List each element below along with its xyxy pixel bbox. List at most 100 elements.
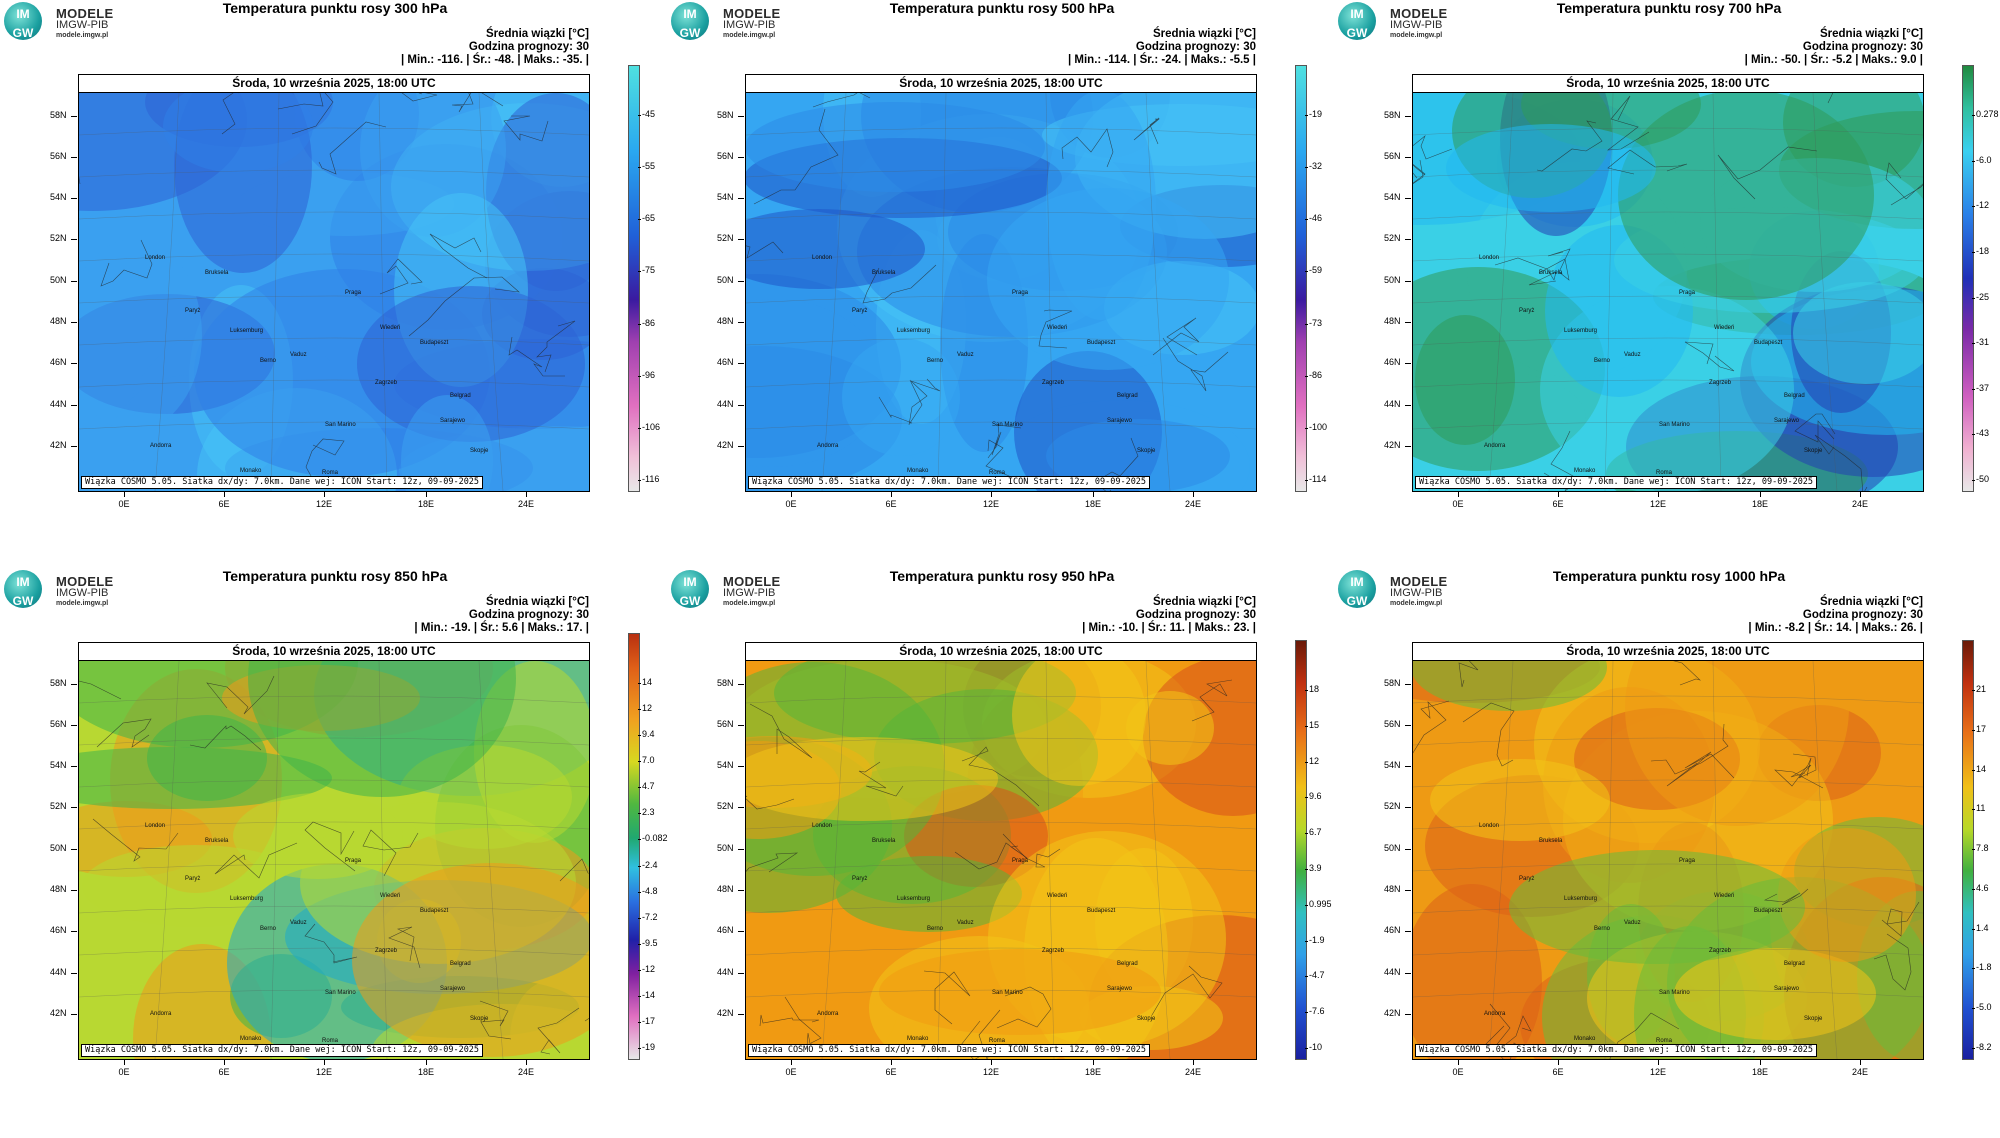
map-date-header: Środa, 10 września 2025, 18:00 UTC	[746, 75, 1256, 93]
lat-label: 46N	[50, 357, 67, 367]
city-label: Vaduz	[290, 920, 307, 926]
lat-label: 46N	[717, 357, 734, 367]
colorbar-label: -75	[642, 265, 656, 276]
city-label: Berno	[1594, 926, 1611, 932]
lat-label: 44N	[50, 399, 67, 409]
city-label: Monako	[907, 1036, 929, 1042]
city-label: Luksemburg	[897, 328, 931, 334]
colorbar-tick	[1972, 809, 1975, 811]
colorbar-tick	[638, 323, 641, 325]
colorbar-label: 2.3	[642, 807, 655, 818]
colorbar-tick	[638, 480, 641, 481]
lat-label: 56N	[717, 151, 734, 161]
city-label: Sarajewo	[440, 986, 466, 992]
lat-label: 46N	[717, 925, 734, 935]
colorbar-tick	[1972, 849, 1975, 851]
city-label: Bruksela	[205, 838, 229, 844]
lat-tick	[1405, 322, 1411, 323]
info-forecast-hour: Godzina prognozy: 30	[1802, 609, 1923, 621]
city-label: Vaduz	[957, 920, 974, 926]
colorbar-tick	[1305, 797, 1308, 799]
lon-label: 0E	[118, 499, 130, 509]
lat-tick	[1405, 725, 1411, 726]
panel-info: Średnia wiązki [°C] Godzina prognozy: 30…	[1748, 596, 1923, 635]
lat-tick	[71, 239, 77, 240]
lat-label: 50N	[717, 843, 734, 853]
lat-label: 44N	[1384, 399, 1401, 409]
colorbar-label: 4.6	[1976, 882, 1989, 893]
city-label: Bruksela	[872, 270, 896, 276]
colorbar-tick	[1972, 690, 1975, 691]
colorbar-label: -6.0	[1976, 154, 1992, 165]
logo-text-modele: MODELE	[723, 574, 781, 589]
colorbar-label: 0.278	[1976, 109, 1999, 119]
lat-tick	[738, 890, 744, 891]
logo-text-imgw: IMGW-PIB	[1390, 587, 1443, 599]
city-label: Zagrzeb	[375, 380, 398, 386]
colorbar-tick	[638, 969, 641, 971]
lat-label: 42N	[1384, 440, 1401, 450]
colorbar-label: 4.7	[642, 781, 655, 792]
map-frame: Środa, 10 września 2025, 18:00 UTC Wiązk…	[1412, 642, 1924, 1060]
lon-tick	[426, 491, 427, 497]
lon-tick	[1860, 1059, 1861, 1065]
map-canvas	[746, 661, 1256, 1059]
colorbar-tick	[638, 943, 641, 945]
city-label: San Marino	[1659, 990, 1690, 996]
map-date-header: Środa, 10 września 2025, 18:00 UTC	[1413, 643, 1923, 661]
map-frame: Środa, 10 września 2025, 18:00 UTC Wiązk…	[1412, 74, 1924, 492]
lon-tick	[426, 1059, 427, 1065]
lon-label: 6E	[885, 499, 897, 509]
city-label: Wiedeń	[1714, 325, 1735, 331]
colorbar-label: 7.8	[1976, 843, 1989, 854]
lat-label: 44N	[50, 967, 67, 977]
colorbar-tick	[1305, 427, 1308, 429]
colorbar-tick	[638, 865, 641, 867]
dewpoint-field-map: Wiązka COSMO 5.05. Siatka dx/dy: 7.0km. …	[746, 661, 1256, 1059]
colorbar-tick	[1305, 940, 1308, 942]
colorbar-label: -55	[642, 161, 656, 172]
colorbar-tick	[1972, 160, 1975, 162]
lat-label: 46N	[1384, 925, 1401, 935]
model-footer: Wiązka COSMO 5.05. Siatka dx/dy: 7.0km. …	[81, 476, 484, 489]
colorbar-label: 9.4	[642, 729, 655, 740]
city-label: Praga	[1012, 858, 1029, 864]
panel-info: Średnia wiązki [°C] Godzina prognozy: 30…	[401, 28, 589, 67]
logo-text-url: modele.imgw.pl	[723, 32, 776, 39]
lat-label: 42N	[717, 440, 734, 450]
colorbar-tick	[638, 219, 641, 221]
lat-label: 56N	[717, 719, 734, 729]
map-date-header: Środa, 10 września 2025, 18:00 UTC	[79, 75, 589, 93]
lat-label: 58N	[50, 110, 67, 120]
lat-label: 44N	[717, 399, 734, 409]
city-label: Praga	[1679, 858, 1696, 864]
lat-label: 46N	[1384, 357, 1401, 367]
map-frame: Środa, 10 września 2025, 18:00 UTC Wiązk…	[78, 642, 590, 1060]
lat-label: 42N	[1384, 1008, 1401, 1018]
colorbar-tick	[1305, 904, 1308, 906]
colorbar-label: -0.082	[642, 833, 668, 844]
city-label: Belgrad	[1784, 393, 1805, 399]
lat-tick	[71, 807, 77, 808]
city-label: Skopje	[1137, 1016, 1156, 1022]
lon-label: 24E	[517, 499, 534, 509]
panel-info: Średnia wiązki [°C] Godzina prognozy: 30…	[1745, 28, 1923, 67]
model-footer: Wiązka COSMO 5.05. Siatka dx/dy: 7.0km. …	[81, 1044, 484, 1057]
city-label: Wiedeń	[1047, 893, 1068, 899]
lon-tick	[1193, 1059, 1194, 1065]
city-label: London	[1479, 823, 1500, 829]
city-label: Skopje	[470, 448, 489, 454]
city-label: Berno	[927, 926, 944, 932]
map-frame: Środa, 10 września 2025, 18:00 UTC Wiązk…	[745, 642, 1257, 1060]
colorbar-label: -25	[1976, 291, 1990, 302]
city-label: Praga	[345, 290, 362, 296]
lon-tick	[991, 491, 992, 497]
lat-tick	[1405, 281, 1411, 282]
panel-title: Temperatura punktu rosy 1000 hPa	[1552, 568, 1786, 584]
lat-tick	[738, 239, 744, 240]
colorbar-label: -86	[1309, 369, 1323, 380]
city-label: Paryż	[185, 308, 201, 314]
lon-tick	[1760, 1059, 1761, 1065]
lat-label: 54N	[717, 760, 734, 770]
city-label: Roma	[322, 470, 339, 476]
